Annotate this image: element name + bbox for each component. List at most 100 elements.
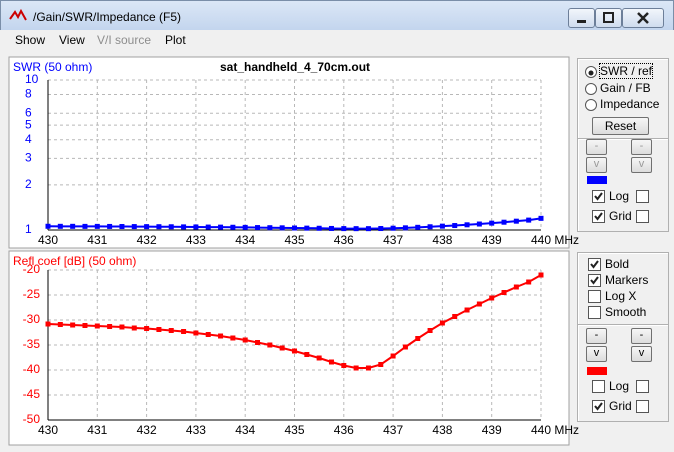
checkbox-label[interactable]: Log X (605, 289, 637, 303)
menu-item[interactable]: View (59, 33, 85, 47)
step-button[interactable]: v (631, 157, 652, 173)
marker (218, 224, 224, 230)
radio-label[interactable]: SWR / ref (598, 63, 654, 79)
checkbox-label[interactable]: Log (609, 189, 630, 203)
checkbox-label[interactable]: Grid (609, 209, 632, 223)
marker (464, 307, 470, 313)
color-swatch (587, 176, 607, 184)
x-tick-label: 433 (186, 233, 206, 247)
checkbox[interactable] (588, 290, 601, 303)
app-icon (9, 9, 27, 21)
step-button[interactable]: v (631, 346, 652, 362)
checkbox[interactable] (592, 190, 605, 203)
step-button[interactable]: - (631, 139, 652, 155)
checkbox[interactable] (588, 306, 601, 319)
x-tick-label: 431 (87, 423, 107, 437)
x-tick-label: 436 (334, 233, 354, 247)
radio-button[interactable] (585, 66, 597, 78)
marker (427, 328, 433, 333)
x-tick-label: 438 (432, 423, 452, 437)
marker (538, 272, 544, 278)
step-button[interactable]: - (586, 328, 607, 344)
radio-button[interactable] (585, 99, 597, 111)
minimize-button[interactable] (568, 8, 595, 28)
x-tick-label: 439 (482, 423, 502, 437)
marker (365, 226, 371, 232)
y-tick-label: 3 (25, 151, 32, 165)
radio-label[interactable]: Gain / FB (600, 80, 651, 95)
x-tick-label: 438 (432, 233, 452, 247)
group-box (577, 252, 669, 326)
marker (316, 355, 322, 361)
marker (328, 225, 334, 231)
step-button[interactable]: - (631, 328, 652, 344)
checkbox[interactable] (592, 380, 605, 393)
marker (255, 340, 261, 345)
marker (402, 344, 408, 350)
marker (119, 324, 125, 330)
checkbox[interactable] (592, 210, 605, 223)
checkbox-label[interactable]: Grid (609, 399, 632, 413)
checkbox-label[interactable]: Smooth (605, 305, 647, 319)
marker (415, 224, 421, 230)
x-tick-label: 439 (482, 233, 502, 247)
marker (501, 219, 507, 225)
step-button[interactable]: v (586, 346, 607, 362)
group-box (577, 58, 669, 140)
marker (144, 326, 150, 331)
y-tick-label: -30 (23, 312, 41, 326)
checkbox[interactable] (636, 210, 649, 223)
x-tick-label: 433 (186, 423, 206, 437)
radio-label[interactable]: Impedance (600, 97, 660, 111)
marker (94, 223, 100, 229)
y-tick-label: 10 (25, 72, 39, 86)
menu-item[interactable]: Show (15, 33, 46, 47)
checkbox-label[interactable]: Bold (605, 257, 630, 271)
marker (353, 226, 359, 232)
step-button[interactable]: - (586, 139, 607, 155)
marker (489, 295, 495, 301)
marker (156, 224, 162, 230)
x-tick-label: 440 MHz (531, 423, 579, 437)
radio-button[interactable] (585, 82, 597, 95)
checkbox[interactable] (636, 380, 649, 393)
checkbox[interactable] (636, 400, 649, 413)
marker (193, 224, 199, 230)
checkbox[interactable] (588, 274, 601, 287)
checkbox[interactable] (588, 258, 601, 271)
x-tick-label: 435 (285, 233, 305, 247)
marker (402, 225, 408, 231)
marker (181, 329, 187, 334)
y-tick-label: 4 (25, 132, 32, 146)
checkbox-label[interactable]: Markers (605, 273, 649, 287)
close-button[interactable] (622, 8, 664, 28)
marker (119, 224, 125, 230)
marker (316, 225, 322, 231)
reset-button[interactable]: Reset (592, 117, 649, 135)
y-axis-label: Refl coef [dB] (50 ohm) (13, 254, 136, 268)
marker (279, 345, 285, 351)
checkbox[interactable] (636, 190, 649, 203)
check-mark (594, 192, 603, 201)
marker (57, 223, 63, 229)
checkbox[interactable] (592, 400, 605, 413)
marker (328, 359, 334, 365)
step-button[interactable]: v (586, 157, 607, 173)
x-tick-label: 440 MHz (531, 233, 579, 247)
marker (94, 323, 100, 329)
marker (390, 225, 396, 231)
maximize-button[interactable] (595, 8, 622, 28)
menu-item[interactable]: Plot (165, 33, 186, 47)
checkbox-label[interactable]: Log (609, 379, 630, 393)
marker (452, 223, 458, 229)
marker (82, 323, 88, 328)
marker (304, 352, 310, 357)
y-tick-label: -35 (23, 337, 41, 351)
x-tick-label: 434 (235, 233, 255, 247)
group-box (577, 138, 669, 232)
x-tick-label: 437 (383, 423, 403, 437)
marker (107, 324, 113, 329)
marker (57, 322, 63, 327)
